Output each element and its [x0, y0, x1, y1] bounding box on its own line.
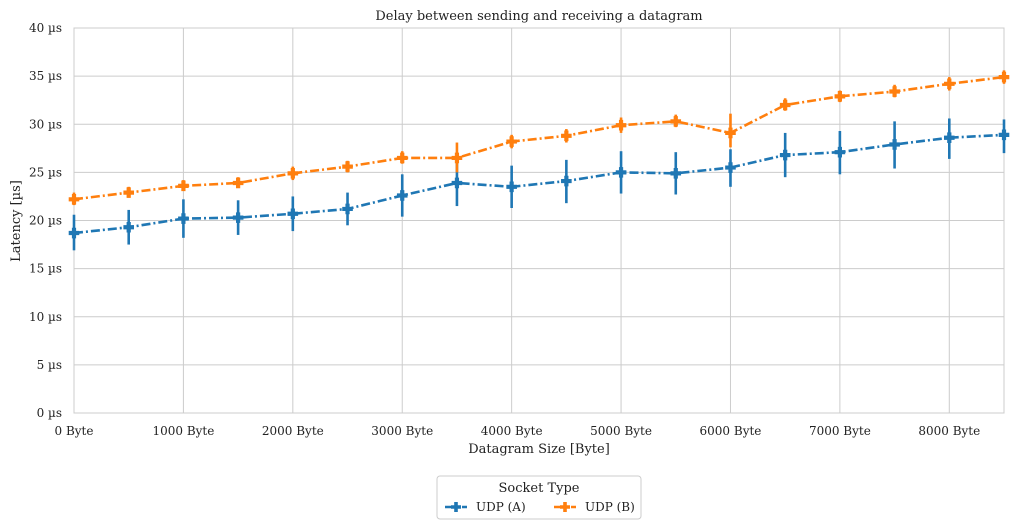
data-point	[506, 136, 517, 147]
data-point	[834, 91, 846, 102]
legend-label: UDP (B)	[585, 500, 635, 514]
legend-label: UDP (A)	[476, 500, 526, 514]
tick-labels: 0 Byte 1000 Byte 2000 Byte 3000 Byte 4000 By…	[29, 21, 980, 438]
data-point	[998, 129, 1010, 141]
x-tick-label: 1000 Byte	[152, 424, 214, 438]
data-point	[506, 181, 517, 193]
legend-entry-udp-a: UDP (A)	[445, 500, 526, 514]
legend-marker	[560, 502, 570, 512]
data-point	[451, 152, 463, 164]
data-point	[561, 130, 572, 142]
data-point	[725, 162, 736, 173]
y-tick-label: 15 µs	[29, 262, 62, 276]
data-point	[779, 149, 791, 161]
y-tick-label: 5 µs	[37, 358, 62, 372]
y-tick-label: 20 µs	[29, 214, 62, 228]
data-point	[396, 152, 408, 164]
y-tick-label: 10 µs	[29, 310, 62, 324]
legend-entries: UDP (A) UDP (B)	[445, 500, 635, 514]
data-point	[615, 167, 627, 178]
y-tick-label: 40 µs	[29, 21, 62, 35]
data-point	[123, 187, 135, 198]
x-tick-label: 8000 Byte	[918, 424, 980, 438]
series-udp-a	[68, 118, 1010, 251]
data-point	[342, 203, 353, 215]
data-point	[451, 177, 463, 189]
data-point	[342, 161, 353, 172]
data-point	[232, 177, 244, 189]
x-tick-label: 2000 Byte	[262, 424, 324, 438]
data-point	[670, 168, 682, 179]
y-tick-label: 25 µs	[29, 165, 62, 179]
y-tick-label: 30 µs	[29, 117, 62, 131]
y-tick-label: 35 µs	[29, 69, 62, 83]
x-axis-label: Datagram Size [Byte]	[468, 442, 610, 457]
data-point	[943, 78, 955, 90]
y-tick-label: 0 µs	[37, 406, 62, 420]
data-point	[670, 116, 682, 127]
x-tick-label: 4000 Byte	[481, 424, 543, 438]
series-udp-b	[68, 70, 1010, 206]
data-point	[889, 86, 900, 97]
legend-title: Socket Type	[499, 481, 580, 496]
data-point	[68, 227, 80, 239]
data-point	[232, 212, 244, 223]
data-point	[178, 213, 189, 224]
legend-marker	[451, 502, 462, 512]
data-point	[287, 208, 299, 220]
data-point	[615, 119, 627, 131]
x-tick-label: 0 Byte	[55, 424, 94, 438]
data-point	[561, 175, 572, 187]
series-line	[73, 75, 1005, 201]
data-point	[396, 190, 408, 201]
x-tick-label: 3000 Byte	[371, 424, 433, 438]
data-series	[68, 70, 1010, 251]
data-point	[68, 194, 80, 205]
data-point	[123, 221, 135, 233]
data-point	[943, 132, 955, 144]
data-point	[779, 99, 791, 111]
data-point	[889, 139, 900, 150]
legend-box	[436, 475, 642, 520]
data-point	[178, 180, 189, 192]
x-tick-label: 7000 Byte	[809, 424, 871, 438]
y-axis-label: Latency [µs]	[9, 180, 24, 262]
chart-title: Delay between sending and receiving a da…	[375, 9, 702, 24]
legend-entry-udp-b: UDP (B)	[554, 500, 635, 514]
data-point	[834, 146, 846, 158]
data-point	[287, 168, 299, 179]
x-tick-label: 5000 Byte	[590, 424, 652, 438]
data-point	[998, 71, 1010, 83]
data-point	[725, 127, 736, 139]
legend: Socket Type UDP (A) UDP (B)	[436, 475, 642, 520]
series-line	[73, 133, 1005, 235]
x-tick-label: 6000 Byte	[700, 424, 762, 438]
